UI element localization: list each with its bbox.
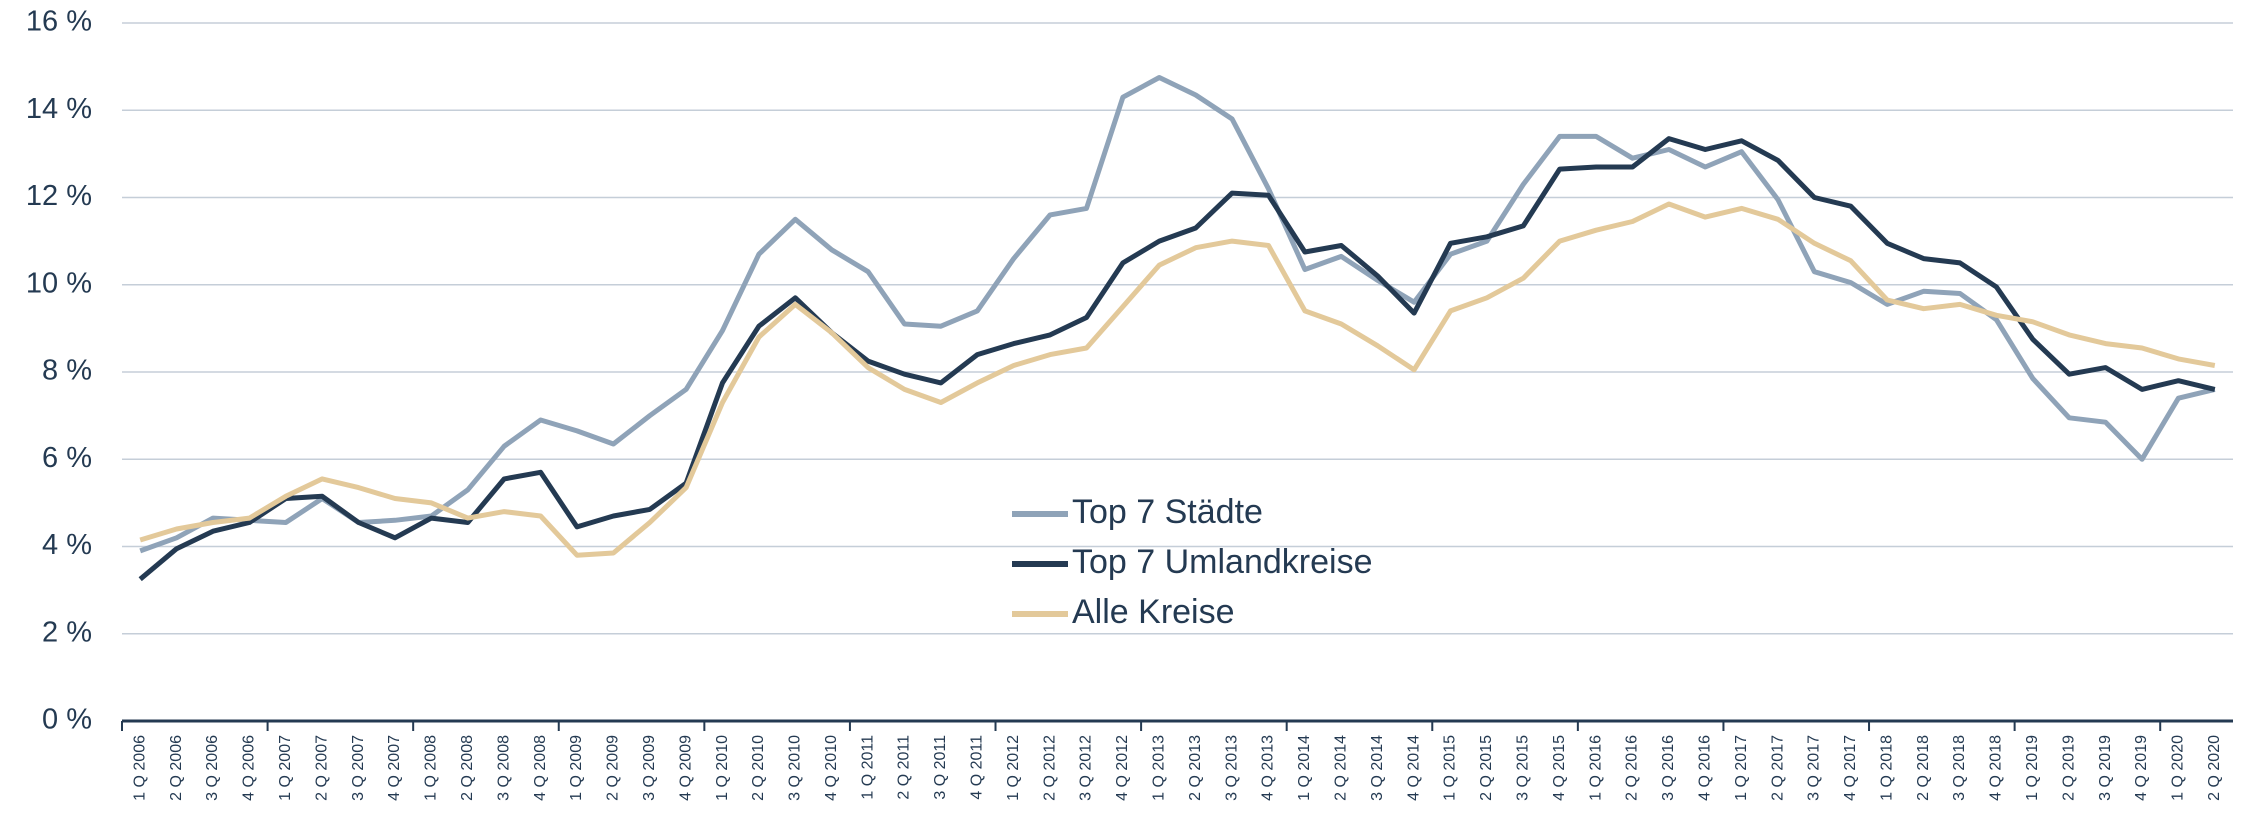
x-tick-label: 1 Q 2018 [1878,735,1895,801]
x-tick-label: 4 Q 2017 [1842,735,1859,801]
x-tick-label: 4 Q 2009 [677,735,694,801]
x-tick-label: 1 Q 2020 [2170,735,2187,801]
x-tick-label: 1 Q 2019 [2024,735,2041,801]
x-tick-label: 3 Q 2014 [1369,735,1386,801]
x-tick-label: 3 Q 2015 [1514,735,1531,801]
x-tick-label: 2 Q 2013 [1187,735,1204,801]
x-tick-label: 4 Q 2019 [2133,735,2150,801]
x-tick-label: 4 Q 2018 [1988,735,2005,801]
x-tick-label: 4 Q 2007 [386,735,403,801]
x-tick-label: 2 Q 2018 [1915,735,1932,801]
y-tick-label: 14 % [26,93,92,125]
x-tick-label: 2 Q 2012 [1041,735,1058,801]
x-tick-label: 2 Q 2015 [1478,735,1495,801]
x-tick-label: 1 Q 2014 [1296,735,1313,801]
x-tick-label: 2 Q 2006 [168,735,185,801]
y-tick-label: 0 % [42,704,92,736]
y-tick-label: 6 % [42,442,92,474]
x-tick-label: 1 Q 2009 [568,735,585,801]
y-tick-label: 16 % [26,6,92,38]
x-tick-label: 2 Q 2014 [1333,735,1350,801]
x-tick-label: 4 Q 2010 [823,735,840,801]
x-tick-label: 2 Q 2010 [750,735,767,801]
line-series [139,75,2216,554]
x-tick-label: 3 Q 2009 [641,735,658,801]
x-tick-label: 4 Q 2012 [1114,735,1131,801]
x-tick-label: 4 Q 2014 [1405,735,1422,801]
x-tick-label: 3 Q 2007 [350,735,367,801]
x-tick-label: 4 Q 2011 [969,735,986,800]
x-tick-label: 1 Q 2008 [423,735,440,801]
x-tick-label: 2 Q 2020 [2206,735,2223,801]
x-tick-label: 3 Q 2006 [204,735,221,801]
x-tick-label: 3 Q 2016 [1660,735,1677,801]
y-tick-label: 8 % [42,355,92,387]
x-tick-label: 1 Q 2011 [859,735,876,800]
x-tick-label: 3 Q 2012 [1078,735,1095,801]
x-tick-label: 1 Q 2012 [1005,735,1022,801]
x-tick-label: 3 Q 2017 [1806,735,1823,801]
x-tick-label: 3 Q 2010 [787,735,804,801]
x-tick-label: 1 Q 2015 [1442,735,1459,801]
legend-label: Top 7 Umlandkreise [1072,543,1372,581]
x-tick-label: 4 Q 2016 [1696,735,1713,801]
x-tick-label: 1 Q 2007 [277,735,294,801]
x-tick-label: 3 Q 2008 [495,735,512,801]
x-tick-label: 2 Q 2007 [313,735,330,801]
x-tick-label: 2 Q 2017 [1769,735,1786,801]
x-tick-label: 2 Q 2019 [2060,735,2077,801]
x-tick-label: 1 Q 2016 [1587,735,1604,801]
x-tick-label: 4 Q 2015 [1551,735,1568,801]
x-tick-label: 2 Q 2009 [605,735,622,801]
y-tick-label: 10 % [26,267,92,299]
x-tick-label: 2 Q 2008 [459,735,476,801]
y-tick-label: 2 % [42,616,92,648]
legend-label: Alle Kreise [1072,593,1235,631]
x-tick-label: 2 Q 2016 [1624,735,1641,801]
x-tick-label: 4 Q 2006 [241,735,258,801]
line-series [138,136,2216,582]
y-tick-label: 12 % [26,180,92,212]
x-tick-label: 1 Q 2010 [714,735,731,801]
x-tick-label: 3 Q 2018 [1951,735,1968,801]
x-tick-label: 1 Q 2006 [131,735,148,801]
y-tick-label: 4 % [42,529,92,561]
legend-label: Top 7 Städte [1072,493,1263,531]
x-tick-label: 3 Q 2013 [1223,735,1240,801]
x-tick-label: 3 Q 2019 [2097,735,2114,801]
line-series [139,201,2216,558]
x-tick-label: 1 Q 2013 [1151,735,1168,801]
x-tick-label: 4 Q 2008 [532,735,549,801]
x-tick-label: 2 Q 2011 [896,735,913,800]
x-tick-label: 4 Q 2013 [1260,735,1277,801]
x-tick-label: 1 Q 2017 [1733,735,1750,801]
x-tick-label: 3 Q 2011 [932,735,949,800]
